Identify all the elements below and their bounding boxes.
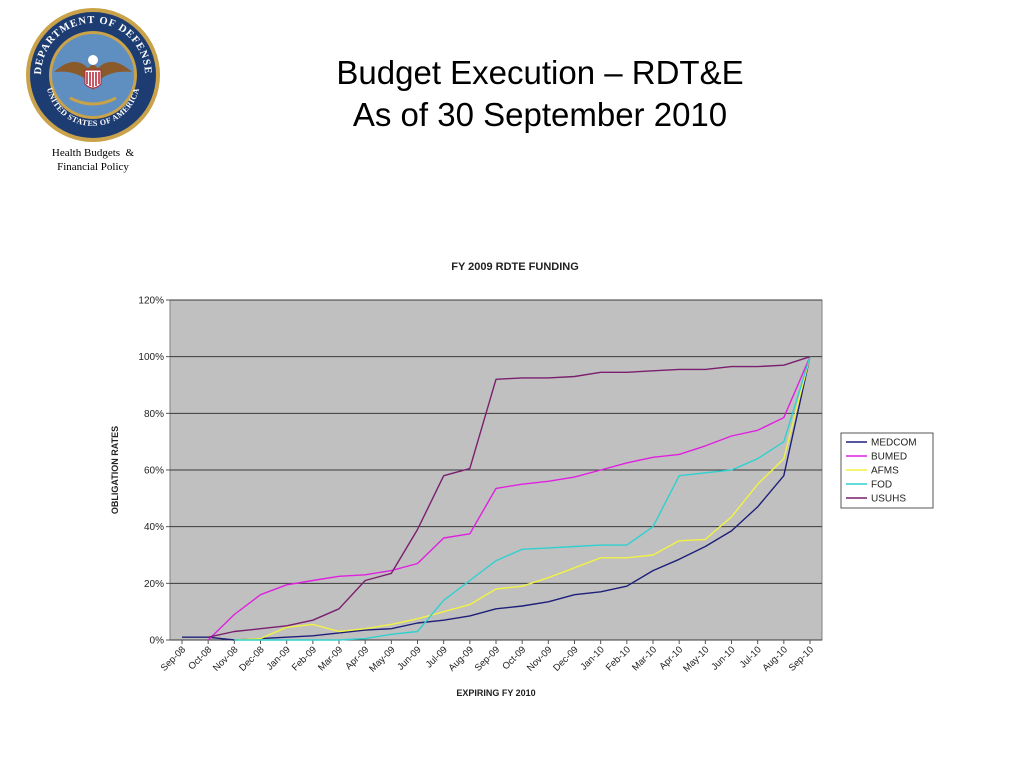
x-tick-label: Jun-09: [395, 644, 423, 672]
y-tick-label: 60%: [144, 466, 164, 477]
x-tick-label: Apr-09: [343, 644, 371, 672]
x-tick-label: Nov-09: [525, 644, 554, 673]
x-tick-label: Apr-10: [657, 644, 685, 672]
y-tick-label: 120%: [138, 296, 164, 307]
laurel-icon: [69, 96, 117, 106]
x-tick-label: Aug-10: [761, 644, 790, 673]
x-tick-label: Sep-09: [473, 644, 502, 673]
slide-title: Budget Execution – RDT&E As of 30 Septem…: [230, 52, 850, 136]
x-tick-label: May-10: [681, 644, 711, 674]
x-tick-label: Aug-09: [447, 644, 476, 673]
chart-title: FY 2009 RDTE FUNDING: [451, 261, 579, 273]
series-line-fod: [234, 356, 811, 641]
series-lines: [182, 356, 811, 641]
slide-title-line-1: Budget Execution – RDT&E: [336, 54, 744, 91]
y-tick-label: 100%: [138, 352, 164, 363]
x-tick-label: Oct-09: [500, 644, 528, 672]
y-axis-label: OBLIGATION RATES: [110, 426, 120, 514]
legend-label: FOD: [871, 480, 892, 491]
y-tick-label: 0%: [150, 636, 165, 647]
shield-stripes-icon: [86, 72, 100, 87]
series-line-usuhs: [208, 356, 811, 638]
x-tick-label: Jan-09: [264, 644, 292, 672]
series-line-medcom: [182, 356, 811, 641]
y-tick-label: 80%: [144, 409, 164, 420]
org-line-2: Financial Policy: [57, 161, 129, 173]
x-tick-label: Feb-10: [604, 644, 633, 673]
x-tick-label: Dec-09: [551, 644, 580, 673]
legend-label: AFMS: [871, 466, 899, 477]
x-tick-label: Nov-08: [211, 644, 240, 673]
x-tick-label: Jan-10: [578, 644, 606, 672]
x-tick-label: Sep-08: [159, 644, 188, 673]
x-tick-label: Feb-09: [290, 644, 319, 673]
x-tick-label: Oct-08: [186, 644, 214, 672]
x-tick-label: Sep-10: [787, 644, 816, 673]
line-chart: FY 2009 RDTE FUNDING 0% 20% 40% 60% 80% 100% 1…: [110, 261, 934, 698]
x-tick-label: May-09: [367, 644, 397, 674]
slide-title-line-2: As of 30 September 2010: [352, 96, 728, 133]
series-line-afms: [234, 356, 811, 641]
x-tick-label: Mar-10: [630, 644, 659, 673]
gridlines: [170, 299, 822, 641]
legend-label: USUHS: [871, 494, 906, 505]
x-tick-label: Jun-10: [709, 644, 737, 672]
y-axis: 0% 20% 40% 60% 80% 100% 120%: [138, 296, 170, 647]
x-axis-label: EXPIRING FY 2010: [456, 688, 535, 698]
org-label: Health Budgets & Financial Policy: [20, 146, 166, 174]
series-line-bumed: [207, 356, 811, 641]
y-tick-label: 40%: [144, 522, 164, 533]
legend: MEDCOM BUMED AFMS FOD USUHS: [840, 432, 934, 509]
x-tick-label: Mar-09: [316, 644, 345, 673]
x-axis: Sep-08Oct-08Nov-08Dec-08Jan-09Feb-09Mar-…: [159, 640, 816, 675]
legend-label: BUMED: [871, 452, 907, 463]
legend-label: MEDCOM: [871, 438, 917, 449]
org-line-1: Health Budgets &: [51, 147, 135, 159]
y-tick-label: 20%: [144, 579, 164, 590]
x-tick-label: Dec-08: [237, 644, 266, 673]
dod-seal: DEPARTMENT OF DEFENSE UNITED STATES OF A…: [26, 8, 160, 142]
eagle-head-icon: [88, 55, 98, 65]
